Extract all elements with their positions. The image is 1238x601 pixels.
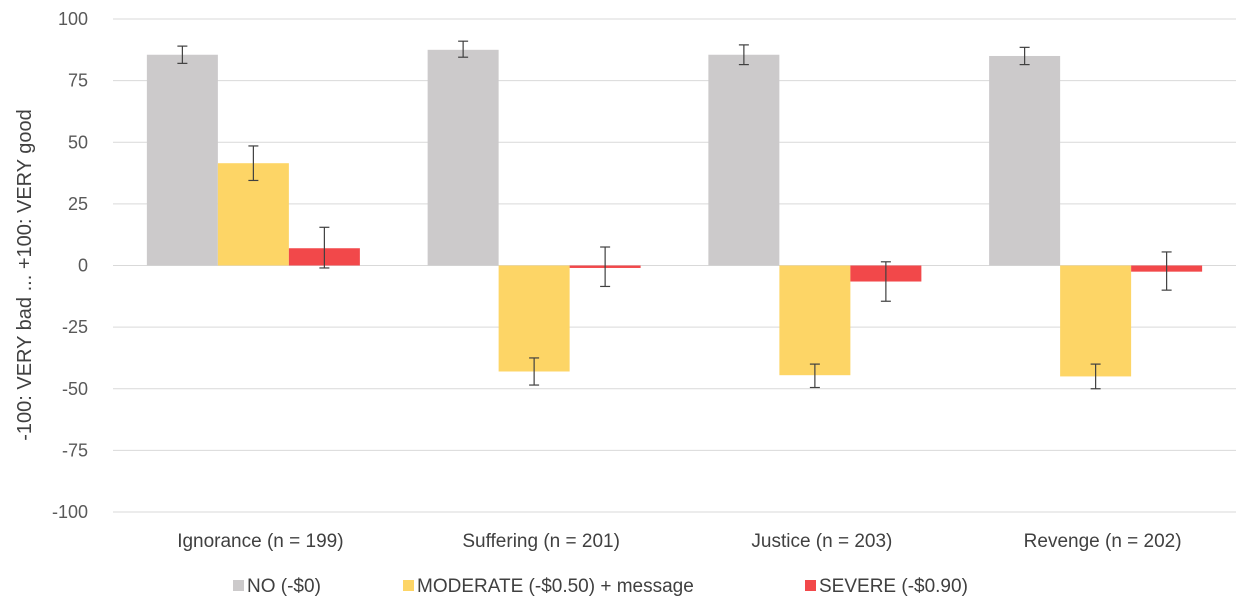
bar	[779, 265, 851, 376]
legend-swatch	[805, 580, 816, 591]
y-tick-label: -25	[62, 317, 88, 337]
y-tick-label: 75	[68, 71, 88, 91]
y-tick-label: -100	[52, 502, 88, 522]
error-bars	[177, 40, 1172, 390]
legend: NO (-$0) MODERATE (-$0.50) + message SEVER…	[233, 576, 968, 597]
legend-item: NO (-$0)	[233, 576, 321, 597]
y-tick-label: 0	[78, 256, 88, 276]
error-bar	[1090, 363, 1101, 390]
error-bar	[738, 44, 749, 66]
category-label: Justice (n = 203)	[751, 531, 892, 552]
bars	[146, 49, 1203, 377]
bar	[146, 54, 218, 266]
error-bar	[1161, 251, 1172, 291]
legend-item: MODERATE (-$0.50) + message	[403, 576, 694, 597]
legend-item: SEVERE (-$0.90)	[805, 576, 968, 597]
bar	[498, 265, 570, 372]
error-bar	[600, 246, 611, 288]
legend-swatch	[403, 580, 414, 591]
category-label: Ignorance (n = 199)	[177, 531, 343, 552]
error-bar	[458, 40, 469, 58]
bar	[427, 49, 499, 266]
error-bar	[177, 45, 188, 64]
y-tick-label: -75	[62, 440, 88, 460]
y-tick-label: 25	[68, 194, 88, 214]
category-labels: Ignorance (n = 199) Suffering (n = 201) Ju…	[177, 531, 1181, 552]
legend-label: SEVERE (-$0.90)	[819, 576, 968, 597]
error-bar	[248, 145, 259, 182]
category-label: Revenge (n = 202)	[1024, 531, 1182, 552]
bar	[708, 54, 780, 266]
error-bar	[809, 363, 820, 389]
category-label: Suffering (n = 201)	[462, 531, 620, 552]
y-tick-label: -50	[62, 379, 88, 399]
error-bar	[880, 261, 891, 302]
y-tick-label: 50	[68, 132, 88, 152]
error-bar	[529, 357, 540, 386]
legend-swatch	[233, 580, 244, 591]
error-bar	[319, 226, 330, 269]
bar	[1060, 265, 1132, 377]
legend-label: MODERATE (-$0.50) + message	[417, 576, 694, 597]
bar	[989, 55, 1061, 266]
y-axis-title: -100: VERY bad ... +100: VERY good	[14, 109, 36, 441]
y-tick-label: 100	[58, 9, 88, 29]
error-bar	[1019, 46, 1030, 66]
legend-label: NO (-$0)	[247, 576, 321, 597]
y-tick-labels: 100 75 50 25 0 -25 -50 -75 -100	[52, 9, 88, 522]
